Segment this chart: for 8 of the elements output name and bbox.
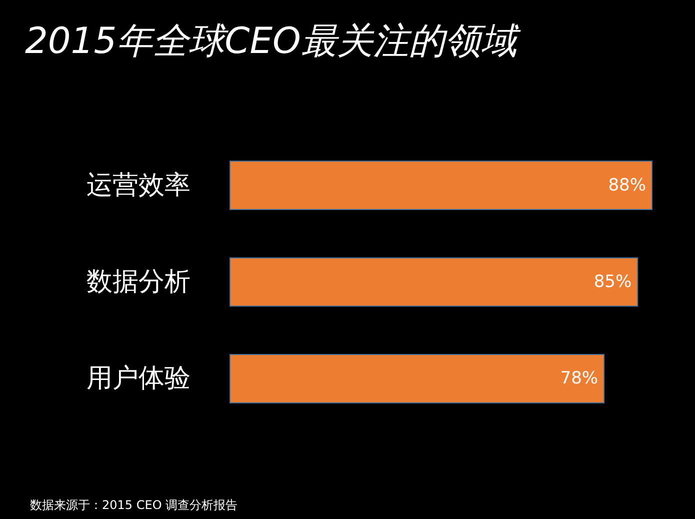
chart-title: 2015年全球CEO最关注的领域 — [25, 21, 521, 62]
data-label: 85% — [594, 272, 632, 292]
data-label: 78% — [560, 368, 598, 389]
text: 数据来源于：2015 CEO 调查分析报告 — [30, 498, 238, 512]
y-tick-label: 运营效率 — [86, 170, 190, 200]
y-tick-label: 用户体验 — [86, 364, 190, 394]
data-label: 88% — [608, 175, 646, 196]
y-tick-label: 数据分析 — [86, 267, 190, 297]
